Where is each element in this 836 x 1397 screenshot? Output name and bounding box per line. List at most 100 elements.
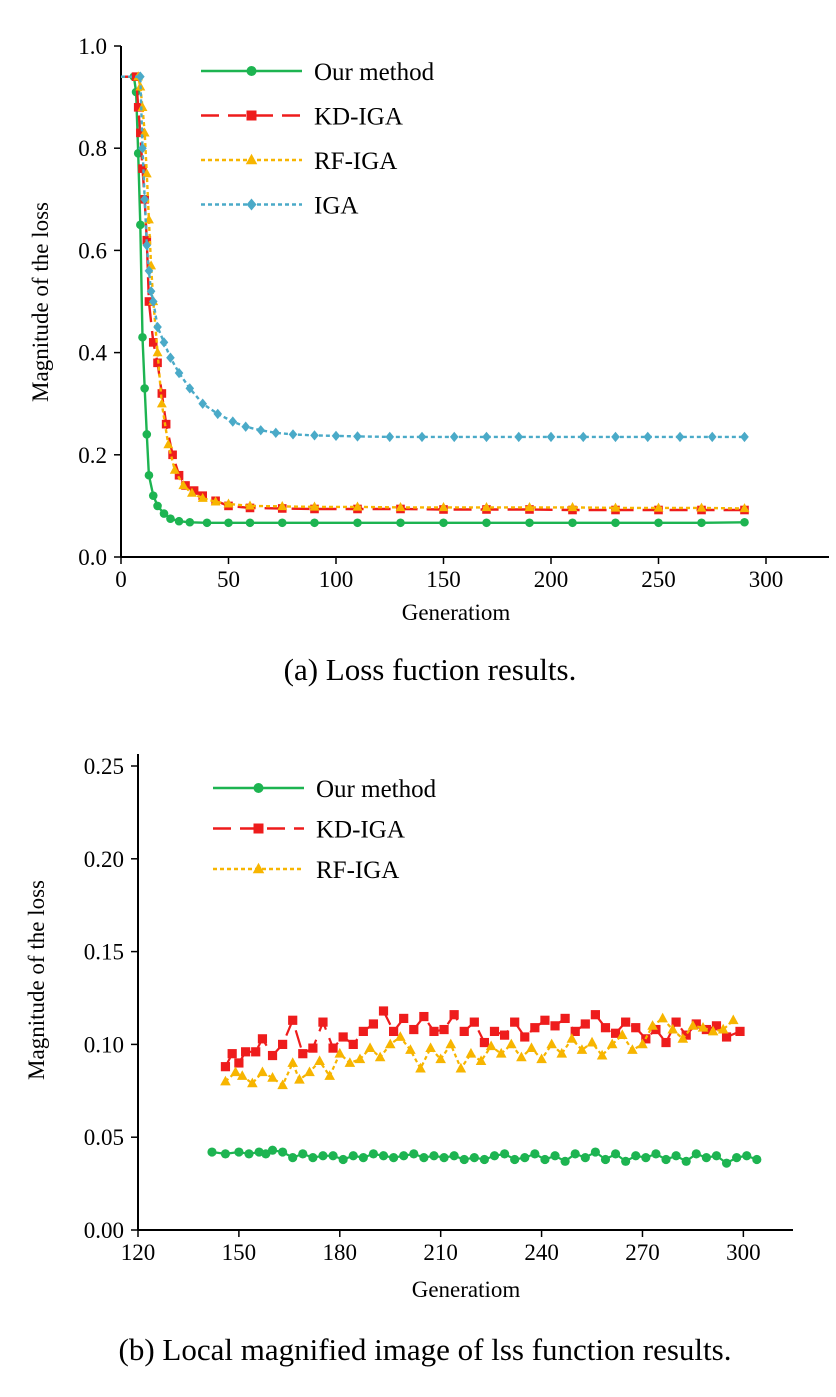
data-point-our-method [140, 384, 149, 393]
legend-marker-our-method [253, 783, 264, 793]
data-point-rf-iga [465, 1047, 477, 1058]
data-point-rf-iga [485, 1040, 497, 1051]
data-point-rf-iga [495, 1047, 507, 1058]
data-point-our-method [298, 1149, 308, 1159]
data-point-kd-iga [168, 450, 177, 460]
data-point-our-method [148, 491, 158, 500]
data-point-kd-iga [510, 1017, 520, 1027]
x-tick-label: 250 [641, 567, 676, 592]
data-point-rf-iga [677, 1033, 689, 1043]
data-point-our-method [310, 518, 319, 528]
data-point-iga [148, 296, 158, 307]
data-point-rf-iga [627, 1044, 638, 1054]
data-point-our-method [358, 1153, 368, 1163]
data-point-rf-iga [610, 502, 621, 512]
data-point-our-method [469, 1153, 479, 1163]
data-point-iga [256, 425, 266, 436]
x-tick-label: 180 [323, 1240, 358, 1265]
data-point-iga [482, 431, 491, 443]
data-point-our-method [399, 1151, 409, 1161]
data-point-kd-iga [148, 338, 158, 347]
data-point-rf-iga [352, 501, 363, 511]
data-point-iga [331, 430, 341, 442]
data-point-rf-iga [546, 1038, 557, 1049]
data-point-kd-iga [721, 1032, 732, 1042]
data-point-kd-iga [328, 1043, 338, 1053]
data-point-rf-iga [657, 1012, 668, 1023]
data-point-our-method [419, 1153, 429, 1163]
data-point-rf-iga [141, 168, 152, 178]
data-point-iga [138, 143, 147, 154]
data-point-kd-iga [530, 1023, 540, 1033]
data-point-kd-iga [288, 1015, 298, 1025]
data-point-our-method [338, 1154, 348, 1165]
data-point-our-method [389, 1153, 399, 1163]
data-point-rf-iga [257, 1066, 268, 1077]
data-point-rf-iga [556, 1047, 568, 1058]
data-point-kd-iga [234, 1058, 244, 1068]
data-point-kd-iga [540, 1015, 550, 1025]
data-point-rf-iga [324, 1070, 335, 1080]
data-point-our-method [570, 1149, 580, 1159]
data-point-our-method [590, 1147, 600, 1157]
data-point-our-method [520, 1153, 530, 1163]
data-point-our-method [378, 1151, 389, 1161]
y-tick-label: 0.0 [78, 545, 107, 570]
data-point-our-method [459, 1154, 469, 1165]
data-point-kd-iga [631, 1023, 641, 1033]
data-point-kd-iga [560, 1013, 570, 1024]
data-point-our-method [510, 1154, 520, 1165]
data-point-our-method [641, 1153, 651, 1163]
data-point-iga [449, 431, 459, 443]
data-point-kd-iga [298, 1049, 308, 1059]
legend-label-our-method: Our method [316, 776, 437, 803]
data-point-kd-iga [318, 1017, 328, 1027]
data-point-rf-iga [163, 439, 174, 449]
data-point-our-method [409, 1149, 419, 1159]
data-point-our-method [224, 518, 233, 528]
data-point-kd-iga [429, 1026, 439, 1037]
x-tick-label: 300 [726, 1240, 761, 1265]
data-point-rf-iga [247, 1077, 258, 1088]
data-point-rf-iga [687, 1020, 699, 1030]
data-point-kd-iga [220, 1062, 231, 1072]
data-point-iga [310, 430, 319, 441]
data-point-rf-iga [653, 502, 664, 512]
legend-label-our-method: Our method [314, 59, 435, 86]
data-point-iga [241, 421, 250, 432]
x-tick-label: 0 [115, 567, 127, 592]
data-point-rf-iga [617, 1029, 628, 1040]
caption-b: (b) Local magnified image of lss functio… [119, 1332, 732, 1367]
chart-loss-function: 0 50 100 150 200 250 300 0.0 0.2 0.4 0.6 0.8 1.0 Our… [28, 34, 829, 687]
caption-a: (a) Loss fuction results. [284, 652, 577, 687]
data-point-rf-iga [425, 1042, 436, 1053]
data-point-our-method [166, 514, 175, 523]
data-point-our-method [245, 518, 255, 528]
data-point-our-method [368, 1149, 379, 1159]
data-point-iga [417, 431, 427, 443]
data-point-our-method [681, 1156, 691, 1166]
data-point-rf-iga [139, 127, 150, 137]
y-tick-label: 0.6 [78, 238, 107, 263]
data-point-kd-iga [590, 1010, 600, 1020]
data-point-rf-iga [197, 492, 208, 502]
data-point-iga [144, 265, 154, 276]
y-tick-label: 0.8 [78, 136, 107, 161]
data-point-our-method [278, 1147, 288, 1157]
data-point-rf-iga [395, 1031, 406, 1041]
data-point-rf-iga [137, 101, 148, 111]
data-point-iga [185, 383, 195, 394]
data-point-rf-iga [536, 1053, 547, 1064]
data-point-our-method [610, 1149, 621, 1159]
data-point-our-method [711, 1151, 722, 1161]
data-point-iga [514, 431, 524, 443]
data-point-our-method [580, 1153, 590, 1163]
data-point-iga [707, 431, 717, 443]
data-point-our-method [499, 1149, 510, 1159]
data-point-our-method [697, 518, 706, 528]
data-point-iga [288, 429, 298, 440]
data-point-iga [611, 431, 620, 443]
data-point-rf-iga [156, 398, 167, 408]
data-point-rf-iga [405, 1044, 416, 1054]
data-point-kd-iga [338, 1032, 348, 1042]
